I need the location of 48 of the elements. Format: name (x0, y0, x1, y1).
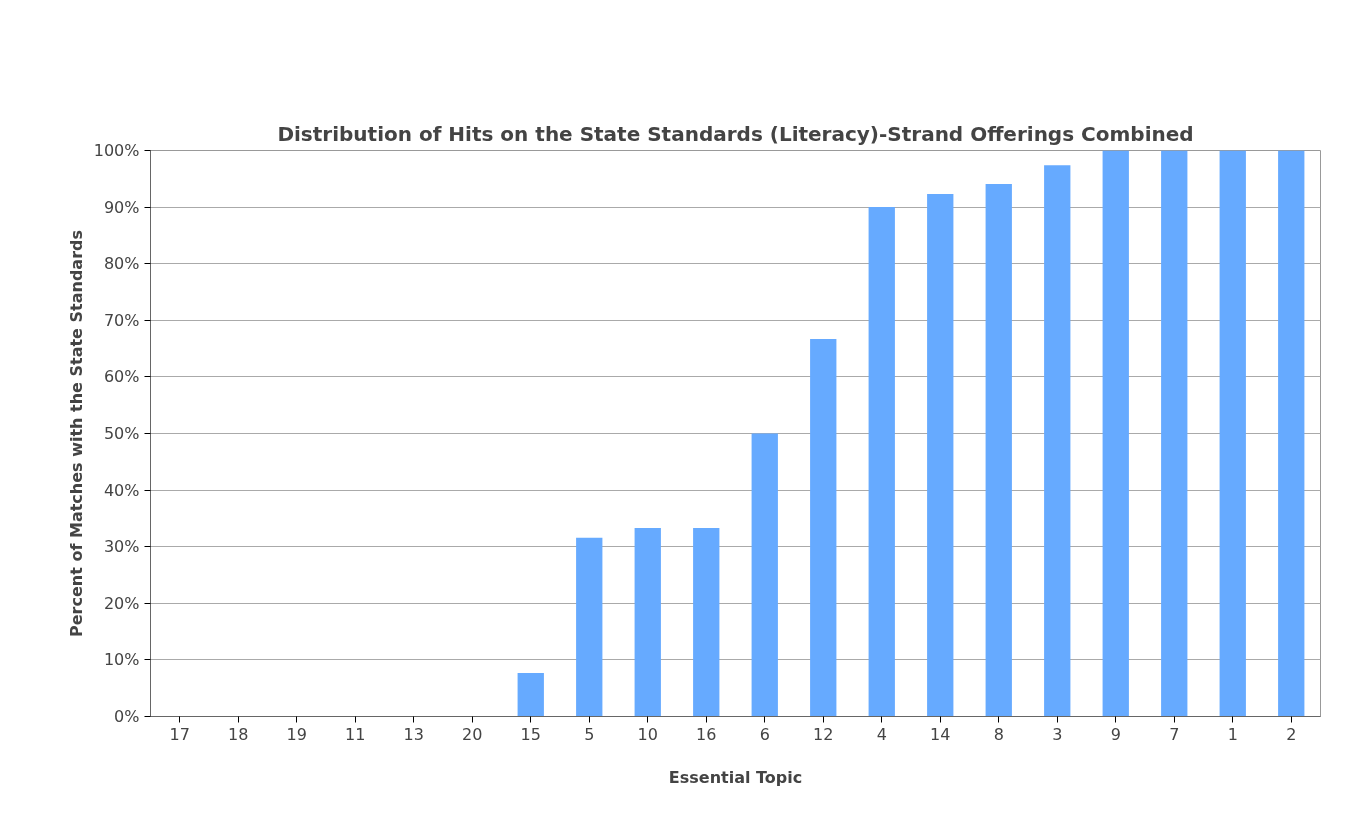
x-tick-label: 17 (169, 724, 190, 744)
bar (1161, 150, 1188, 717)
y-tick-label: 0% (114, 707, 140, 726)
x-tick-label: 1 (1227, 724, 1238, 744)
y-tick-label: 100% (93, 141, 140, 160)
y-tick-label: 90% (103, 197, 140, 217)
x-tick-label: 13 (403, 724, 424, 744)
bar (985, 183, 1012, 717)
x-tick-label: 12 (813, 724, 834, 744)
x-tick-label: 11 (345, 724, 366, 744)
bar (576, 537, 603, 717)
chart-title: Distribution of Hits on the State Standards (Literacy)-Strand Offerings Combined (277, 121, 1194, 146)
x-tick-label: 16 (696, 724, 717, 744)
x-tick-label: 2 (1286, 724, 1297, 744)
bar (810, 338, 837, 717)
bar (927, 194, 954, 717)
x-tick-label: 19 (286, 724, 307, 744)
bar (693, 528, 720, 717)
y-tick-label: 10% (103, 650, 140, 670)
x-tick-label: 10 (637, 724, 658, 744)
x-tick-label: 7 (1169, 724, 1180, 744)
x-tick-label: 5 (584, 724, 595, 744)
y-tick-label: 80% (103, 254, 140, 274)
y-tick-label: 70% (103, 310, 140, 330)
y-axis-title: Percent of Matches with the State Standards (66, 230, 86, 637)
bar (1044, 165, 1071, 717)
y-tick-label: 40% (103, 480, 140, 500)
bar (1219, 150, 1246, 717)
x-tick-label: 14 (930, 724, 951, 744)
y-tick-label: 30% (103, 537, 140, 557)
x-tick-label: 9 (1110, 724, 1121, 744)
bar (1278, 150, 1305, 717)
x-tick-label: 4 (876, 724, 887, 744)
bar (634, 528, 661, 717)
x-axis-title: Essential Topic (668, 767, 803, 787)
x-tick-label: 18 (228, 724, 249, 744)
x-tick-label: 15 (520, 724, 541, 744)
bar (517, 672, 544, 717)
bar (1102, 150, 1129, 717)
x-tick-label: 20 (462, 724, 483, 744)
bar (868, 207, 895, 717)
y-tick-label: 60% (103, 367, 140, 387)
bar (751, 433, 778, 717)
x-tick-label: 3 (1052, 724, 1063, 744)
x-tick-label: 8 (993, 724, 1004, 744)
y-tick-label: 50% (103, 424, 140, 443)
y-tick-label: 20% (103, 593, 140, 613)
x-tick-label: 6 (759, 724, 770, 744)
